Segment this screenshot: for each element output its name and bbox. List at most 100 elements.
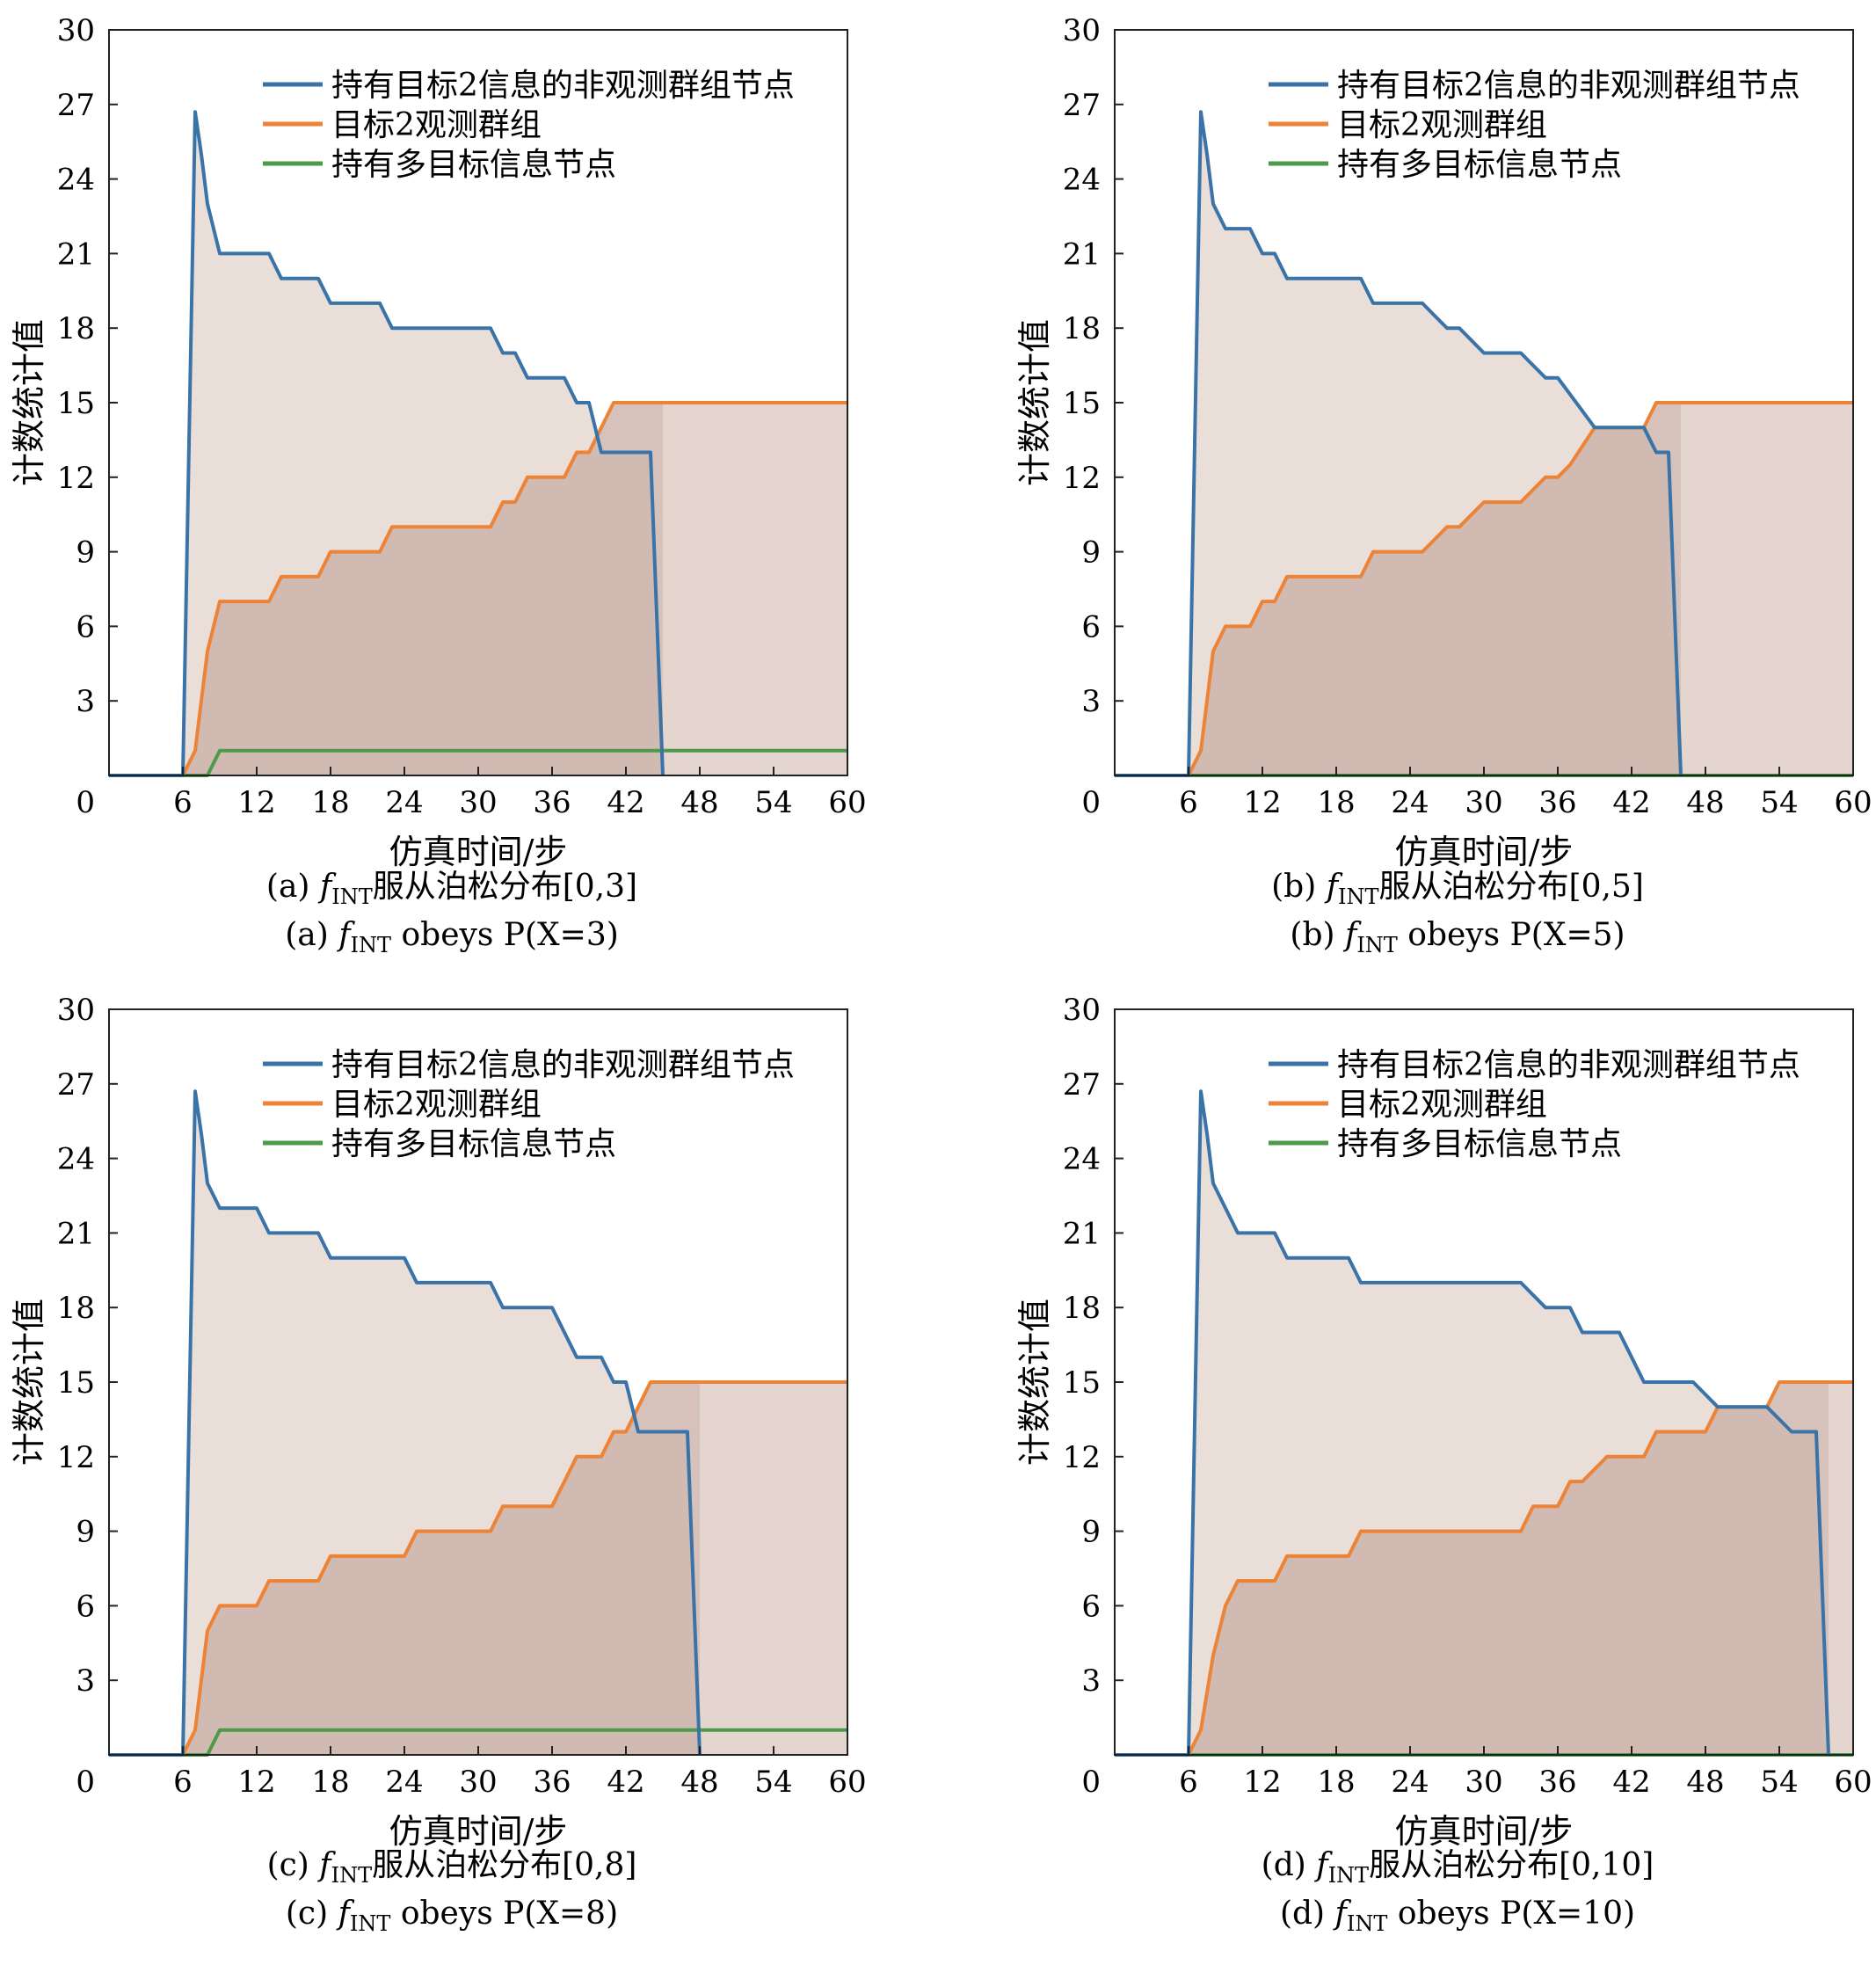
y-tick-label: 30 [57,13,95,48]
y-tick-label: 12 [57,1440,95,1475]
x-tick-label: 54 [1760,1765,1798,1800]
y-tick-label: 3 [1081,684,1101,719]
x-tick-label: 48 [1686,785,1724,820]
x-tick-label: 30 [459,1765,497,1800]
x-tick-label: 24 [1391,1765,1429,1800]
x-tick-label: 54 [754,785,792,820]
legend-label-0: 持有目标2信息的非观测群组节点 [1337,1047,1800,1083]
plateau-area-fill [1681,403,1853,775]
caption-sub: INT [331,884,373,909]
x-tick-label: 6 [173,1765,193,1800]
y-tick-label: 15 [57,1365,95,1401]
x-tick-label: 54 [754,1765,792,1800]
y-tick-label: 12 [1063,1440,1101,1475]
y-tick-label: 21 [57,1216,95,1251]
x-tick-label: 42 [607,1765,644,1800]
x-tick-label: 30 [1465,1765,1502,1800]
caption-prefix: (d) [1262,1847,1317,1883]
caption-en: (c) fINT obeys P(X=8) [286,1896,618,1936]
x-tick-label: 60 [828,1765,866,1800]
y-tick-label: 27 [57,1067,95,1103]
y-tick-label: 21 [1063,237,1101,272]
y-tick-label: 18 [57,311,95,346]
y-tick-label: 15 [1063,1365,1101,1401]
y-axis-label: 计数统计值 [10,1299,48,1466]
caption-text: 服从泊松分布[0,5] [1379,869,1644,905]
y-tick-label: 18 [57,1291,95,1326]
caption-prefix: (d) [1280,1896,1335,1932]
caption-text: obeys P(X=8) [390,1896,618,1932]
series-line-0 [109,110,665,777]
series-line-1 [1187,401,1853,776]
x-tick-label: 60 [828,785,866,820]
x-tick-label: 18 [1317,785,1355,820]
plateau-area-fill [663,403,847,775]
caption-text: obeys P(X=10) [1387,1896,1635,1932]
x-tick-label: 12 [1243,785,1281,820]
series-line-1 [1187,1380,1853,1756]
caption-prefix: (a) [285,917,338,953]
series-line-0 [1115,110,1683,777]
caption-sub: INT [350,1911,391,1936]
x-tick-label: 12 [1243,1765,1281,1800]
series-line-0 [1115,1089,1830,1757]
legend-label-0: 持有目标2信息的非观测群组节点 [331,1047,795,1083]
x-axis-label: 仿真时间/步 [1395,1812,1574,1851]
caption-cn: (b) fINT服从泊松分布[0,5] [1271,869,1644,909]
y-tick-label: 0 [1081,1765,1101,1800]
caption-sub: INT [1328,1863,1370,1888]
orange-area-fill [183,1382,847,1755]
x-tick-label: 42 [1612,1765,1650,1800]
x-tick-label: 12 [237,785,275,820]
caption-cn: (d) fINT服从泊松分布[0,10] [1262,1847,1654,1888]
caption-text: obeys P(X=5) [1398,917,1625,953]
x-tick-label: 12 [237,1765,275,1800]
x-tick-label: 24 [1391,785,1429,820]
x-tick-label: 42 [1612,785,1650,820]
y-tick-label: 30 [1063,13,1101,48]
y-tick-label: 6 [76,609,95,644]
y-tick-label: 24 [1063,163,1101,198]
y-tick-label: 3 [76,1663,95,1699]
x-tick-label: 18 [311,785,349,820]
y-tick-label: 9 [76,1515,95,1550]
orange-area-fill [1189,1382,1853,1755]
caption-prefix: (a) [266,869,320,905]
x-tick-label: 18 [311,1765,349,1800]
series-line-0 [109,1089,702,1757]
y-tick-label: 0 [1081,785,1101,820]
caption-text: 服从泊松分布[0,10] [1369,1847,1654,1883]
legend-label-2: 持有多目标信息节点 [331,147,616,183]
y-tick-label: 6 [76,1589,95,1624]
plateau-area-fill [700,1382,847,1755]
legend-label-0: 持有目标2信息的非观测群组节点 [331,68,795,104]
legend-label-1: 目标2观测群组 [1337,1087,1547,1123]
series-line-1 [181,1380,847,1756]
caption-cn: (c) fINT服从泊松分布[0,8] [267,1847,637,1888]
caption-en: (a) fINT obeys P(X=3) [285,917,619,957]
y-tick-label: 0 [76,785,95,820]
caption-text: 服从泊松分布[0,8] [372,1847,636,1883]
x-axis-label: 仿真时间/步 [389,833,568,871]
x-tick-label: 42 [607,785,644,820]
caption-prefix: (b) [1290,917,1345,953]
y-tick-label: 3 [76,684,95,719]
x-tick-label: 48 [680,1765,718,1800]
y-tick-label: 15 [1063,386,1101,421]
y-axis-label: 计数统计值 [1015,1299,1054,1466]
caption-sub: INT [1347,1911,1388,1936]
caption-en: (b) fINT obeys P(X=5) [1290,917,1625,957]
legend-label-2: 持有多目标信息节点 [1337,147,1622,183]
y-tick-label: 18 [1063,1291,1101,1326]
y-tick-label: 9 [1081,535,1101,571]
caption-cn: (a) fINT服从泊松分布[0,3] [266,869,637,909]
y-tick-label: 27 [1063,1067,1101,1103]
x-tick-label: 60 [1834,1765,1872,1800]
caption-sub: INT [1356,933,1398,957]
x-axis-label: 仿真时间/步 [389,1812,568,1851]
y-tick-label: 24 [57,163,95,198]
legend-label-1: 目标2观测群组 [1337,107,1547,143]
